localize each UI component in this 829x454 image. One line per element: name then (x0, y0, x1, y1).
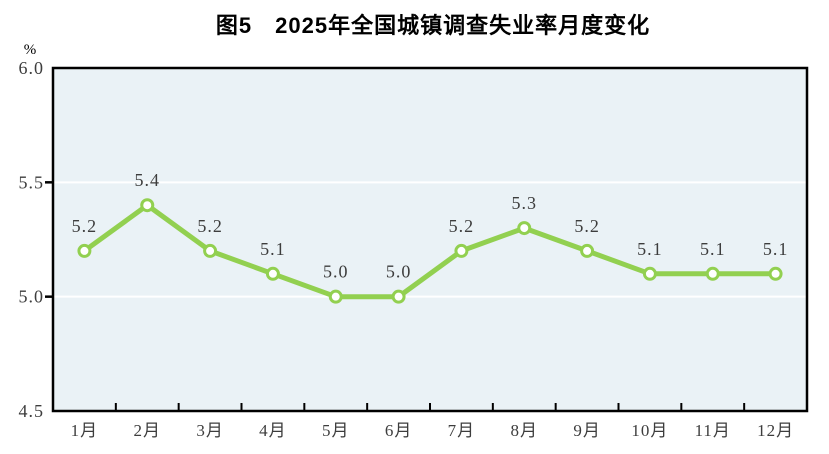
x-axis-month-label: 2月 (134, 421, 162, 440)
data-point-label: 5.3 (512, 193, 538, 213)
data-point-marker (77, 243, 92, 258)
axes-group: 6.0 5.5 5.0 4.5 1月 2月 3月 4月 5月 6月 7月 8月 9月 10月 11月 12月 (19, 58, 794, 440)
x-axis-month-label: 7月 (448, 421, 476, 440)
data-point-label: 5.1 (700, 239, 726, 259)
data-point-label: 5.1 (763, 239, 789, 259)
data-point-marker (454, 243, 469, 258)
data-labels-group: 5.2 5.4 5.2 5.1 5.0 5.0 5.2 5.3 5.2 5.1 5.1 5.1 (72, 170, 789, 282)
x-axis-month-label: 6月 (385, 421, 413, 440)
data-point-label: 5.2 (72, 216, 98, 236)
data-point-marker (391, 289, 406, 304)
y-axis-tick-label: 5.0 (19, 287, 45, 307)
x-axis-month-label: 4月 (259, 421, 287, 440)
data-point-label: 5.2 (449, 216, 475, 236)
data-series-group (77, 198, 783, 304)
data-point-marker (328, 289, 343, 304)
data-point-marker (517, 221, 532, 236)
data-point-marker (768, 266, 783, 281)
data-point-marker (705, 266, 720, 281)
data-point-label: 5.2 (197, 216, 223, 236)
data-point-marker (580, 243, 595, 258)
y-axis-tick-label: 6.0 (19, 58, 45, 78)
x-axis-month-label: 3月 (196, 421, 224, 440)
data-point-label: 5.4 (135, 170, 161, 190)
data-point-marker (642, 266, 657, 281)
x-axis-month-label: 5月 (322, 421, 350, 440)
data-point-marker (140, 198, 155, 213)
plot-frame (51, 66, 809, 413)
data-point-label: 5.0 (323, 262, 349, 282)
chart-title: 图5 2025年全国城镇调查失业率月度变化 (216, 13, 650, 38)
plot-area (53, 68, 807, 411)
x-axis-month-label: 9月 (573, 421, 601, 440)
x-axis-month-label: 10月 (631, 421, 668, 440)
x-axis-month-label: 12月 (757, 421, 794, 440)
y-axis-tick-label: 5.5 (19, 172, 45, 192)
unemployment-rate-line (81, 202, 779, 300)
data-point-label: 5.0 (386, 262, 412, 282)
x-axis-month-label: 1月 (71, 421, 99, 440)
y-axis-unit-label: % (24, 42, 37, 58)
data-point-label: 5.1 (260, 239, 286, 259)
data-point-marker (265, 266, 280, 281)
data-point-marker (203, 243, 218, 258)
data-point-label: 5.2 (574, 216, 600, 236)
x-axis-month-label: 11月 (695, 421, 731, 440)
x-axis-month-label: 8月 (511, 421, 539, 440)
gridlines-group (53, 181, 807, 298)
data-point-label: 5.1 (637, 239, 663, 259)
y-axis-tick-label: 4.5 (19, 401, 45, 421)
